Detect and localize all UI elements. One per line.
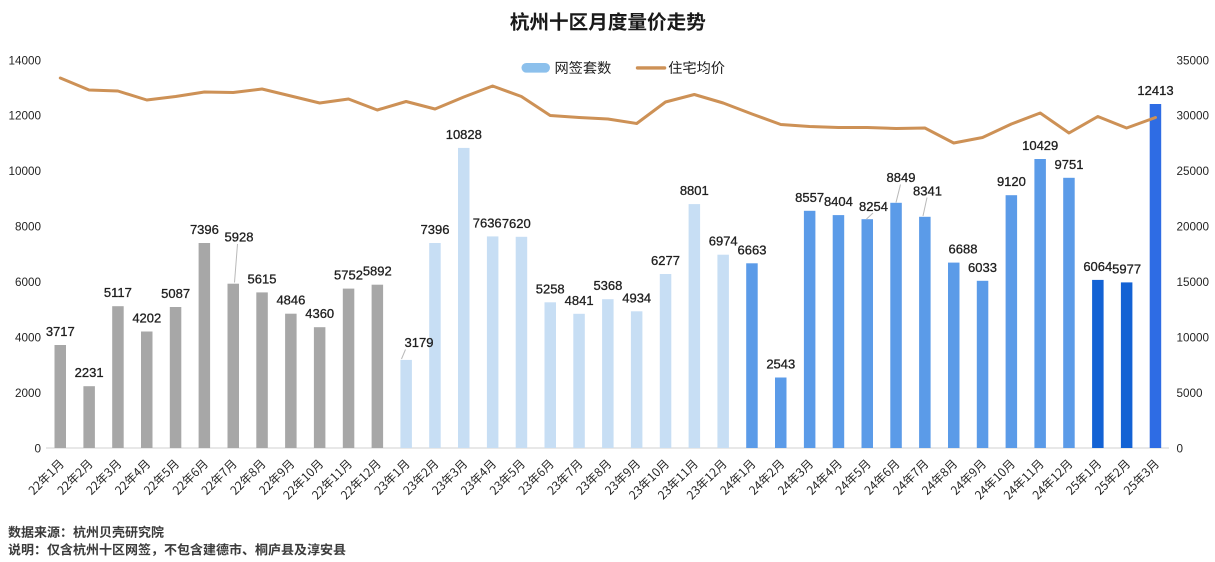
svg-text:7396: 7396 — [190, 222, 219, 237]
svg-text:6663: 6663 — [738, 242, 767, 257]
svg-text:4841: 4841 — [565, 293, 594, 308]
svg-text:6000: 6000 — [15, 276, 42, 289]
svg-text:5258: 5258 — [536, 281, 565, 296]
svg-text:5087: 5087 — [161, 286, 190, 301]
svg-text:9751: 9751 — [1055, 157, 1084, 172]
svg-text:3179: 3179 — [405, 335, 434, 350]
svg-text:2543: 2543 — [766, 357, 795, 372]
svg-text:0: 0 — [34, 442, 41, 455]
svg-text:6033: 6033 — [968, 260, 997, 275]
svg-text:4202: 4202 — [132, 311, 161, 326]
svg-text:4000: 4000 — [15, 331, 42, 344]
svg-text:5615: 5615 — [248, 271, 277, 286]
svg-text:4360: 4360 — [305, 306, 334, 321]
svg-text:7396: 7396 — [421, 222, 450, 237]
svg-text:0: 0 — [1177, 442, 1184, 455]
svg-text:20000: 20000 — [1177, 221, 1210, 234]
svg-text:7620: 7620 — [502, 216, 531, 231]
svg-text:6064: 6064 — [1083, 259, 1112, 274]
svg-text:5368: 5368 — [593, 278, 622, 293]
svg-text:5892: 5892 — [363, 264, 392, 279]
svg-text:12000: 12000 — [8, 110, 41, 123]
svg-text:10429: 10429 — [1022, 138, 1058, 153]
svg-text:8341: 8341 — [913, 184, 942, 199]
svg-text:10000: 10000 — [8, 165, 41, 178]
svg-text:6688: 6688 — [949, 242, 978, 257]
svg-text:10828: 10828 — [446, 127, 482, 142]
svg-text:5000: 5000 — [1177, 387, 1204, 400]
svg-text:5928: 5928 — [225, 230, 254, 245]
svg-text:14000: 14000 — [8, 54, 41, 67]
svg-text:7636: 7636 — [473, 215, 502, 230]
svg-text:12413: 12413 — [1137, 83, 1173, 98]
svg-text:15000: 15000 — [1177, 276, 1210, 289]
svg-text:4846: 4846 — [276, 293, 305, 308]
svg-text:6277: 6277 — [651, 253, 680, 268]
svg-text:2000: 2000 — [15, 387, 42, 400]
svg-text:4934: 4934 — [622, 290, 651, 305]
svg-text:8849: 8849 — [887, 170, 916, 185]
svg-text:5752: 5752 — [334, 268, 363, 283]
svg-text:10000: 10000 — [1177, 331, 1210, 344]
svg-text:8000: 8000 — [15, 221, 42, 234]
svg-text:3717: 3717 — [46, 324, 75, 339]
svg-text:5117: 5117 — [104, 285, 132, 300]
svg-text:8404: 8404 — [824, 194, 853, 209]
svg-text:9120: 9120 — [997, 174, 1026, 189]
svg-text:35000: 35000 — [1177, 54, 1210, 67]
svg-text:8557: 8557 — [795, 190, 824, 205]
svg-text:30000: 30000 — [1177, 110, 1210, 123]
svg-text:8801: 8801 — [680, 183, 709, 198]
svg-text:8254: 8254 — [859, 199, 888, 214]
svg-text:2231: 2231 — [75, 365, 104, 380]
svg-text:5977: 5977 — [1112, 261, 1141, 276]
svg-text:6974: 6974 — [709, 234, 738, 249]
svg-text:25000: 25000 — [1177, 165, 1210, 178]
